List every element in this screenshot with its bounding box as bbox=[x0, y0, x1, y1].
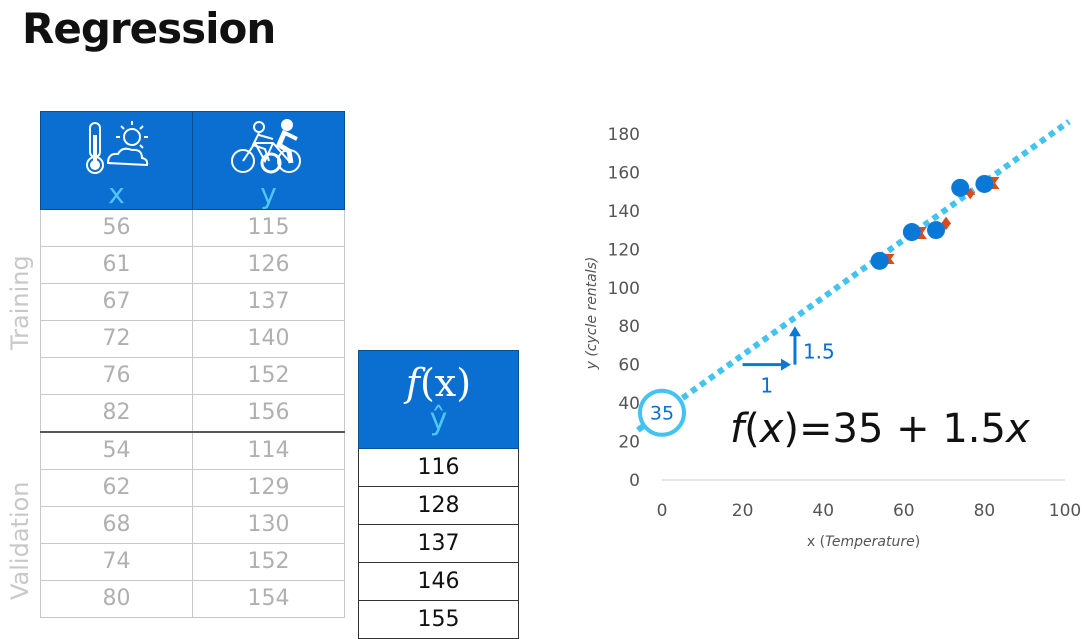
y-tick-label: 40 bbox=[618, 394, 640, 414]
x-cell: 62 bbox=[40, 469, 193, 507]
thermometer-cloud-icon bbox=[85, 121, 148, 174]
yhat-header: ŷ bbox=[429, 401, 448, 437]
prediction-table: f(x) ŷ 116 128 137 146 155 bbox=[358, 350, 519, 639]
table-row: 61 126 bbox=[40, 246, 345, 284]
x-cell: 56 bbox=[40, 209, 193, 247]
y-cell: 137 bbox=[192, 283, 345, 321]
regression-line bbox=[636, 119, 1071, 433]
table-row: 128 bbox=[358, 486, 519, 525]
y-cell: 152 bbox=[192, 543, 345, 581]
rise-arrowhead bbox=[788, 326, 801, 337]
y-tick-label: 80 bbox=[618, 317, 640, 337]
data-table: x y 56 115 61 12 bbox=[40, 111, 345, 618]
y-axis-label: y (cycle rentals) bbox=[584, 257, 600, 371]
x-cell: 80 bbox=[40, 580, 193, 618]
prediction-cell: 155 bbox=[358, 600, 519, 639]
data-point bbox=[902, 223, 921, 242]
x-tick-label: 40 bbox=[812, 501, 834, 521]
intercept-marker bbox=[638, 388, 686, 437]
table-row: 56 115 bbox=[40, 209, 345, 247]
y-tick-label: 120 bbox=[608, 240, 640, 260]
y-column-header: y bbox=[192, 111, 345, 210]
y-header-label: y bbox=[260, 177, 277, 210]
x-cell: 61 bbox=[40, 246, 193, 284]
y-tick-label: 140 bbox=[608, 202, 640, 222]
y-tick-label: 100 bbox=[608, 279, 640, 299]
table-row: 54 114 bbox=[40, 431, 345, 470]
y-tick-label: 0 bbox=[629, 471, 640, 491]
x-tick-label: 20 bbox=[732, 501, 754, 521]
y-tick-label: 20 bbox=[618, 433, 640, 453]
y-cell: 152 bbox=[192, 357, 345, 395]
data-point bbox=[927, 221, 946, 240]
run-arrowhead bbox=[780, 358, 791, 371]
x-column-header: x bbox=[40, 111, 193, 210]
table-row: 82 156 bbox=[40, 394, 345, 433]
page-title: Regression bbox=[22, 4, 276, 53]
y-cell: 126 bbox=[192, 246, 345, 284]
prediction-header: f(x) ŷ bbox=[358, 350, 519, 449]
table-row: 67 137 bbox=[40, 283, 345, 321]
y-cell: 130 bbox=[192, 506, 345, 544]
x-tick-label: 100 bbox=[1049, 501, 1081, 521]
prediction-cell: 146 bbox=[358, 562, 519, 601]
prediction-header-row: f(x) ŷ bbox=[358, 350, 519, 449]
regression-chart: 0 20 40 60 80 100 120 140 160 180 0 20 40 60 80 100 x (T… bbox=[584, 119, 1081, 550]
data-point bbox=[975, 174, 994, 193]
table-row: 76 152 bbox=[40, 357, 345, 395]
rise-label: 1.5 bbox=[803, 340, 835, 364]
table-row: 137 bbox=[358, 524, 519, 563]
residual-arrowhead bbox=[941, 216, 952, 224]
cyclist-icon bbox=[230, 119, 301, 174]
y-tick-label: 160 bbox=[608, 163, 640, 183]
table-row: 68 130 bbox=[40, 506, 345, 544]
y-cell: 156 bbox=[192, 394, 345, 433]
table-row: 155 bbox=[358, 600, 519, 639]
y-cell: 114 bbox=[192, 431, 345, 470]
data-point bbox=[870, 251, 889, 270]
y-cell: 140 bbox=[192, 320, 345, 358]
residual-arrowhead bbox=[916, 232, 927, 240]
x-tick-label: 60 bbox=[893, 501, 915, 521]
residual-arrowhead bbox=[941, 223, 952, 231]
y-cell: 154 bbox=[192, 580, 345, 618]
table-row: 72 140 bbox=[40, 320, 345, 358]
residual-arrowhead bbox=[989, 176, 1000, 184]
table-row: 74 152 bbox=[40, 543, 345, 581]
prediction-cell: 128 bbox=[358, 486, 519, 525]
validation-label: Validation bbox=[6, 481, 34, 600]
training-label: Training bbox=[6, 255, 34, 350]
table-row: 80 154 bbox=[40, 580, 345, 618]
x-axis-label: x (Temperature) bbox=[807, 534, 920, 550]
x-cell: 54 bbox=[40, 431, 193, 470]
prediction-cell: 116 bbox=[358, 448, 519, 487]
y-tick-label: 60 bbox=[618, 356, 640, 376]
table-header-row: x y bbox=[40, 111, 345, 210]
x-cell: 82 bbox=[40, 394, 193, 433]
fx-header: f(x) bbox=[405, 360, 472, 405]
x-cell: 72 bbox=[40, 320, 193, 358]
residual-arrowhead bbox=[965, 192, 976, 200]
x-cell: 76 bbox=[40, 357, 193, 395]
x-cell: 68 bbox=[40, 506, 193, 544]
x-tick-label: 0 bbox=[657, 501, 668, 521]
table-row: 116 bbox=[358, 448, 519, 487]
x-cell: 67 bbox=[40, 283, 193, 321]
regression-equation: f(x)=35 + 1.5x bbox=[730, 406, 1030, 452]
x-header-label: x bbox=[108, 177, 125, 210]
run-label: 1 bbox=[760, 374, 773, 398]
intercept-label: 35 bbox=[650, 403, 674, 425]
y-cell: 115 bbox=[192, 209, 345, 247]
table-row: 62 129 bbox=[40, 469, 345, 507]
y-tick-label: 180 bbox=[608, 125, 640, 145]
table-row: 146 bbox=[358, 562, 519, 601]
y-cell: 129 bbox=[192, 469, 345, 507]
x-tick-label: 80 bbox=[974, 501, 996, 521]
prediction-cell: 137 bbox=[358, 524, 519, 563]
x-cell: 74 bbox=[40, 543, 193, 581]
data-point bbox=[951, 178, 970, 197]
